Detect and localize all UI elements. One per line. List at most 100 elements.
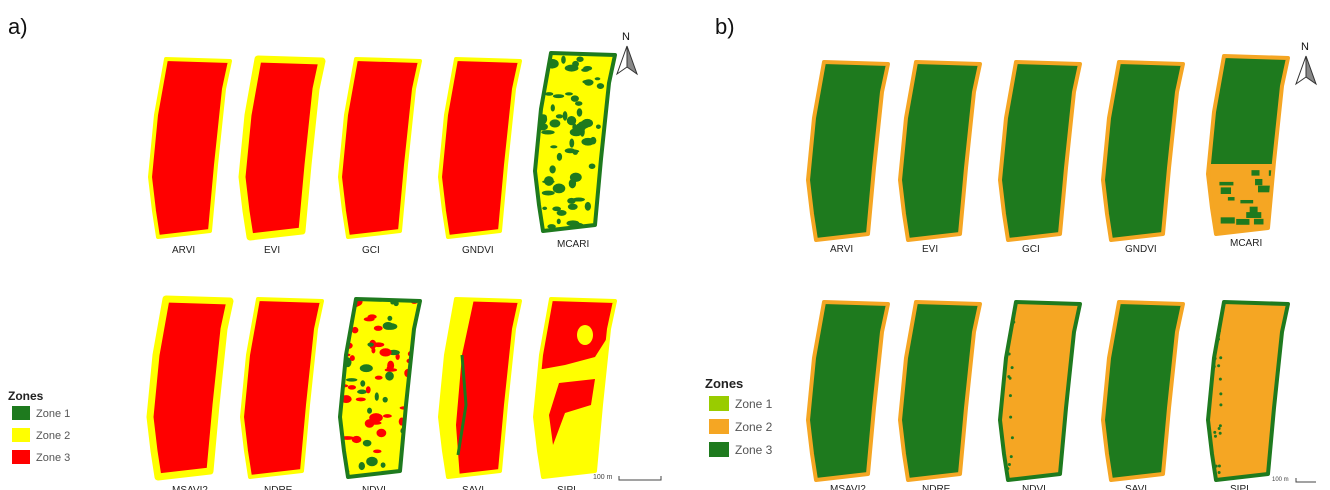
zone-patch (600, 215, 609, 225)
zone-patch (1008, 376, 1012, 380)
field-label: MCARI (1230, 238, 1262, 249)
field-edge-zone (998, 300, 1082, 482)
zone-patch (1218, 377, 1222, 381)
zone-patch (1217, 364, 1221, 368)
zone-patch (1217, 464, 1221, 468)
zone-patch (549, 379, 595, 445)
field-zone-fill (900, 62, 980, 240)
field-edge-zone (146, 295, 234, 481)
field-zone-fill (1208, 302, 1288, 480)
zone-patch (549, 119, 561, 128)
legend-swatch-zone-2 (709, 419, 729, 434)
field-edge-zone (998, 60, 1082, 242)
field-map-msavi2: MSAVI2 (146, 295, 234, 490)
panel-b-label: b) (715, 14, 735, 39)
zone-patch (355, 397, 366, 402)
field-zone-fill (1103, 62, 1183, 240)
zone-patch (382, 414, 392, 418)
field-map-ndre: NDRE (898, 300, 982, 490)
field-zone-fill (340, 299, 420, 477)
field-zone-fill (808, 62, 888, 240)
field-label: ARVI (172, 245, 195, 256)
field-map-sipi: SIPI (533, 297, 617, 490)
zone-patch (1219, 403, 1223, 407)
field-map-sipi: SIPI (1206, 300, 1290, 490)
zone-patch (412, 454, 419, 459)
zone-patch (567, 203, 578, 210)
zone-patch (590, 136, 597, 145)
zone-patch (543, 176, 554, 186)
zone-patch (359, 364, 373, 373)
zone-patch (1213, 434, 1217, 438)
legend-panel-b: Zones Zone 1 Zone 2 Zone 3 (705, 376, 773, 457)
zone-patch (1253, 218, 1264, 225)
zone-patch (570, 95, 579, 102)
field-edge-zone (1206, 300, 1290, 482)
zone-patch (581, 68, 590, 72)
field-edge-zone (1206, 54, 1290, 236)
zone-patch (581, 118, 594, 128)
zone-patch (577, 325, 593, 345)
zone-patch (1220, 187, 1232, 195)
zone-patch (555, 114, 564, 119)
field-label: EVI (922, 244, 938, 255)
field-edge-zone (338, 57, 422, 239)
zone-patch (1219, 392, 1223, 396)
field-edge-zone (898, 300, 982, 482)
zone-patch (351, 326, 359, 334)
zone-patch (1008, 394, 1012, 398)
zone-patch (569, 128, 583, 137)
field-edge-zone (806, 60, 890, 242)
field-zone-fill (440, 59, 520, 237)
zone-patch (556, 152, 563, 161)
zone-patch (1010, 366, 1014, 370)
field-map-ndre: NDRE (240, 297, 324, 490)
field-edge-zone (533, 51, 617, 233)
field-edge-zone (238, 55, 326, 241)
field-label: GCI (362, 245, 380, 256)
zone-patch (595, 124, 601, 129)
zone-patch (395, 353, 400, 360)
field-map-mcari: MCARI (1206, 54, 1290, 249)
svg-text:100 m: 100 m (593, 474, 613, 481)
zone-patch (1009, 455, 1013, 459)
field-map-ndvi: NDVI (338, 297, 422, 490)
north-arrow-icon: N (1295, 41, 1317, 86)
zone-patch (541, 190, 555, 196)
zone-patch (1236, 218, 1250, 225)
zone-patch (1217, 470, 1221, 474)
zone-patch (408, 437, 420, 443)
zone-patch (572, 197, 585, 202)
legend-label-zone-3: Zone 3 (36, 452, 70, 464)
zone-patch (367, 342, 374, 347)
field-edge-zone (148, 57, 232, 239)
zone-patch (369, 413, 383, 423)
zone-patch (367, 407, 372, 414)
zone-patch (363, 317, 375, 322)
legend-label-zone-1: Zone 1 (36, 408, 70, 420)
zone-patch (607, 141, 613, 148)
zone-patch (576, 108, 583, 117)
zone-patch (384, 323, 398, 330)
zone-patch (1258, 185, 1271, 193)
zone-patch (1219, 356, 1223, 360)
zone-patch (385, 371, 394, 381)
field-zone-fill (1000, 302, 1080, 480)
field-label: SAVI (1125, 484, 1147, 490)
north-arrow-icon: N (616, 31, 638, 76)
field-edge-zone (438, 297, 522, 479)
zone-patch (1255, 178, 1263, 186)
zone-patch (566, 115, 577, 126)
zone-patch (569, 138, 575, 148)
field-map-gci: GCI (998, 60, 1082, 255)
legend-label-zone-3: Zone 3 (735, 443, 773, 457)
field-label: GNDVI (1125, 244, 1157, 255)
zone-patch (362, 439, 372, 447)
zone-patch (575, 101, 583, 106)
field-label: NDRE (264, 485, 293, 490)
field-map-gndvi: GNDVI (1101, 60, 1185, 255)
field-map-gci: GCI (338, 57, 422, 256)
zone-patch (358, 462, 365, 471)
zone-patch (376, 428, 387, 438)
